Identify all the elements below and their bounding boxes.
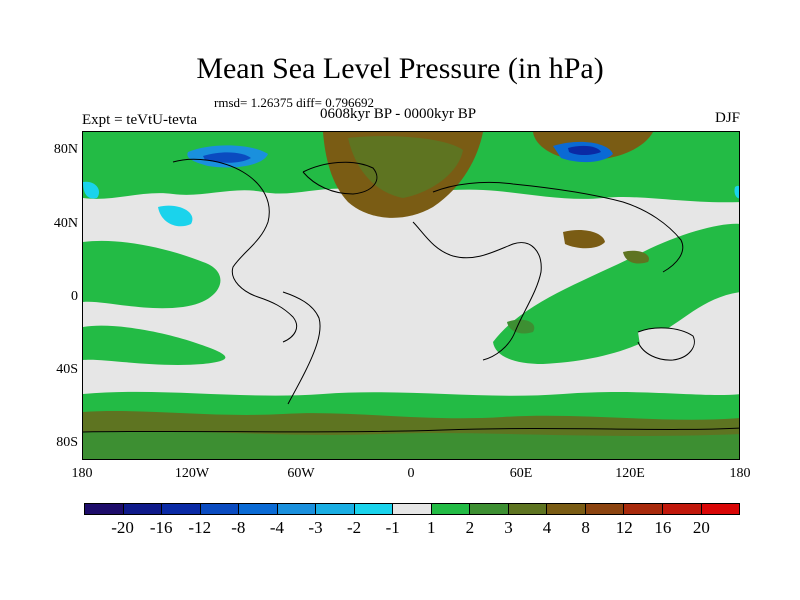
colorbar-swatch xyxy=(200,504,240,514)
colorbar-swatch xyxy=(547,504,586,514)
colorbar-label: -2 xyxy=(347,518,362,537)
north-pacific-green xyxy=(83,240,221,309)
greenland-core xyxy=(348,136,463,198)
antarctic-inner-band xyxy=(83,431,739,459)
asian-maximum xyxy=(563,230,605,249)
colorbar-label: -3 xyxy=(308,518,323,537)
map-panel xyxy=(82,131,740,460)
period-label: 0608kyr BP - 0000kyr BP xyxy=(320,106,477,122)
south-america-coast xyxy=(282,291,321,405)
africa-coast xyxy=(412,221,542,361)
greenland-coast xyxy=(302,161,378,195)
colorbar-label: 12 xyxy=(615,518,633,537)
west-edge-low xyxy=(83,181,100,199)
colorbar-swatch xyxy=(316,504,355,514)
colorbar-swatch xyxy=(393,504,432,514)
lat-label-80s: 80S xyxy=(56,435,78,450)
colorbar-label: 3 xyxy=(504,518,513,537)
season-label: DJF xyxy=(714,110,740,126)
lon-label-120e: 120E xyxy=(615,466,645,481)
colorbar-label: -4 xyxy=(269,518,285,537)
australia-coast xyxy=(637,327,695,361)
colorbar-swatch xyxy=(508,504,548,514)
lon-label-0: 0 xyxy=(407,466,415,481)
indian-ocean-olive xyxy=(507,319,535,334)
lon-label-180e: 180 xyxy=(729,466,751,481)
pacific-low xyxy=(158,205,193,227)
lat-label-40s: 40S xyxy=(56,362,78,377)
north-america-coast xyxy=(172,158,298,343)
lon-label-60w: 60W xyxy=(287,466,315,481)
colorbar-label: 20 xyxy=(692,518,710,537)
colorbar-label: -20 xyxy=(111,518,134,537)
lat-label-40n: 40N xyxy=(53,216,78,231)
colorbar-swatch xyxy=(431,504,471,514)
lat-label-0: 0 xyxy=(71,289,78,304)
east-edge-low xyxy=(734,185,739,199)
colorbar-swatch xyxy=(662,504,702,514)
antarctica-coast xyxy=(83,427,739,433)
colorbar-label: 16 xyxy=(654,518,672,537)
colorbar xyxy=(84,503,740,515)
colorbar-label: 2 xyxy=(465,518,475,537)
indo-pacific-green xyxy=(493,223,739,364)
colorbar-swatch xyxy=(162,504,201,514)
lat-label-80n: 80N xyxy=(53,142,78,157)
statistics-label: rmsd= 1.26375 diff= 0.796692 xyxy=(214,95,374,110)
colorbar-swatch xyxy=(85,504,124,514)
colorbar-swatch xyxy=(701,504,740,514)
colorbar-label: 4 xyxy=(542,518,552,537)
colorbar-label: 8 xyxy=(581,518,590,537)
colorbar-label: -8 xyxy=(231,518,246,537)
map-title: Mean Sea Level Pressure (in hPa) xyxy=(196,52,604,85)
colorbar-label: -16 xyxy=(149,518,173,537)
lon-label-180w: 180 xyxy=(71,466,93,481)
colorbar-label: -1 xyxy=(385,518,400,537)
north-america-low-core xyxy=(203,152,251,163)
lon-label-120w: 120W xyxy=(174,466,210,481)
colorbar-swatch xyxy=(470,504,509,514)
australia-neutral xyxy=(638,328,695,357)
coastlines xyxy=(83,158,739,433)
lon-label-60e: 60E xyxy=(509,466,533,481)
colorbar-swatch xyxy=(624,504,663,514)
colorbar-swatch xyxy=(123,504,163,514)
pressure-anomaly-map xyxy=(83,132,739,459)
experiment-label: Expt = teVtU-tevta xyxy=(82,112,198,128)
colorbar-label: 1 xyxy=(427,518,436,537)
colorbar-swatch xyxy=(239,504,278,514)
eurasia-coast xyxy=(432,181,684,273)
siberia-low-core xyxy=(568,145,601,155)
colorbar-swatch xyxy=(277,504,317,514)
south-pacific-green xyxy=(83,325,226,365)
colorbar-label: -12 xyxy=(188,518,212,537)
pacific-olive xyxy=(623,250,649,264)
colorbar-swatch xyxy=(585,504,625,514)
colorbar-swatch xyxy=(354,504,394,514)
